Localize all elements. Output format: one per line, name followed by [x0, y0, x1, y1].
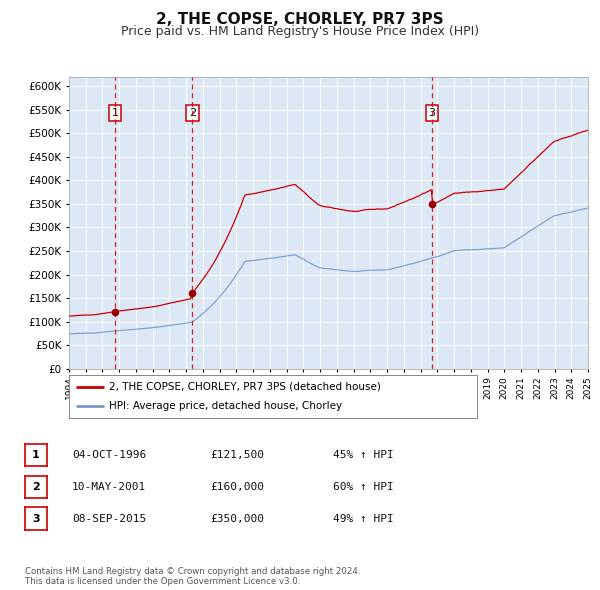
Text: 49% ↑ HPI: 49% ↑ HPI [333, 514, 394, 523]
Text: 45% ↑ HPI: 45% ↑ HPI [333, 450, 394, 460]
Text: Contains HM Land Registry data © Crown copyright and database right 2024.
This d: Contains HM Land Registry data © Crown c… [25, 567, 361, 586]
Text: 3: 3 [428, 108, 436, 118]
Text: £160,000: £160,000 [210, 482, 264, 491]
Text: 2: 2 [32, 482, 40, 491]
Text: 1: 1 [112, 108, 119, 118]
Text: Price paid vs. HM Land Registry's House Price Index (HPI): Price paid vs. HM Land Registry's House … [121, 25, 479, 38]
Text: HPI: Average price, detached house, Chorley: HPI: Average price, detached house, Chor… [109, 401, 342, 411]
Text: 2, THE COPSE, CHORLEY, PR7 3PS (detached house): 2, THE COPSE, CHORLEY, PR7 3PS (detached… [109, 382, 381, 392]
Text: 3: 3 [32, 514, 40, 523]
Text: £121,500: £121,500 [210, 450, 264, 460]
Text: 1: 1 [32, 450, 40, 460]
Text: 04-OCT-1996: 04-OCT-1996 [72, 450, 146, 460]
Text: 60% ↑ HPI: 60% ↑ HPI [333, 482, 394, 491]
Text: 2: 2 [188, 108, 196, 118]
Text: 08-SEP-2015: 08-SEP-2015 [72, 514, 146, 523]
Text: £350,000: £350,000 [210, 514, 264, 523]
Text: 10-MAY-2001: 10-MAY-2001 [72, 482, 146, 491]
Text: 2, THE COPSE, CHORLEY, PR7 3PS: 2, THE COPSE, CHORLEY, PR7 3PS [156, 12, 444, 27]
